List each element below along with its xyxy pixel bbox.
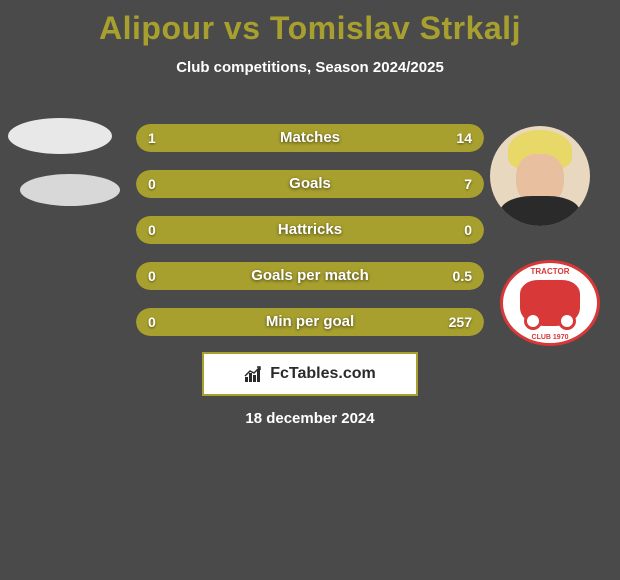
stat-label: Hattricks xyxy=(136,216,484,244)
brand-box: FcTables.com xyxy=(202,352,418,396)
stat-label: Goals xyxy=(136,170,484,198)
page-title: Alipour vs Tomislav Strkalj xyxy=(0,0,620,47)
brand-chart-icon xyxy=(244,365,264,383)
club-badge-bottom-text: CLUB 1970 xyxy=(503,334,597,341)
stats-container: 114Matches 07Goals 00Hattricks 00.5Goals pe… xyxy=(136,124,484,354)
stat-label: Goals per match xyxy=(136,262,484,290)
brand-label: FcTables.com xyxy=(270,365,376,383)
stat-row: 114Matches xyxy=(136,124,484,152)
stat-label: Matches xyxy=(136,124,484,152)
stat-row: 00.5Goals per match xyxy=(136,262,484,290)
player2-avatar xyxy=(490,126,590,226)
stat-row: 0257Min per goal xyxy=(136,308,484,336)
player1-avatar-placeholder xyxy=(8,118,112,154)
club-badge-top-text: TRACTOR xyxy=(503,267,597,276)
stat-row: 07Goals xyxy=(136,170,484,198)
stat-row: 00Hattricks xyxy=(136,216,484,244)
player2-club-badge: TRACTOR CLUB 1970 xyxy=(500,260,600,346)
subtitle: Club competitions, Season 2024/2025 xyxy=(0,59,620,76)
stat-label: Min per goal xyxy=(136,308,484,336)
date-label: 18 december 2024 xyxy=(0,410,620,427)
player1-club-placeholder xyxy=(20,174,120,206)
